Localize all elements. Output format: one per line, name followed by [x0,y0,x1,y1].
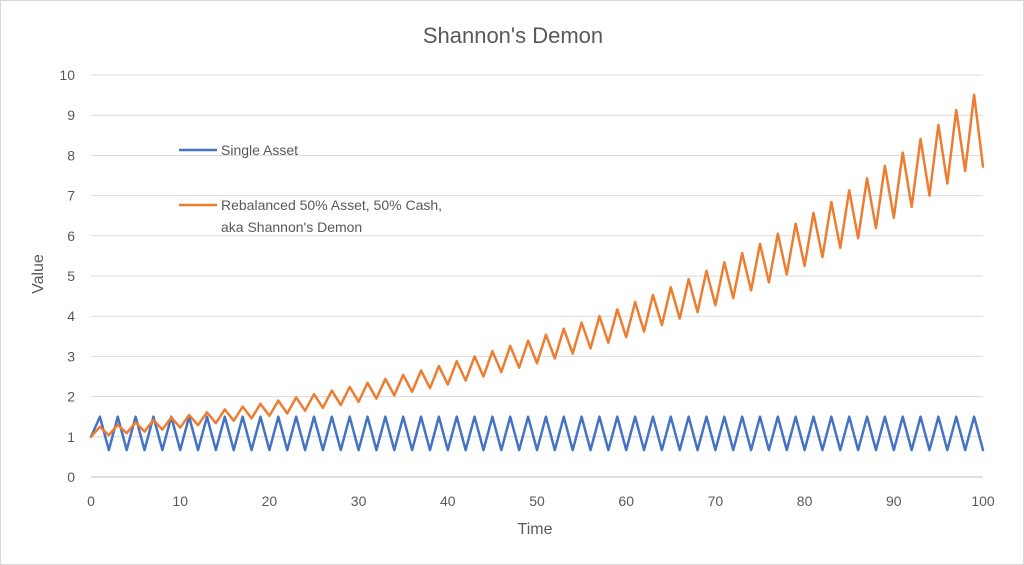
x-tick-label: 90 [886,493,902,509]
y-tick-label: 4 [67,308,75,324]
chart-title: Shannon's Demon [423,23,603,48]
gridlines [91,74,983,438]
series-lines [89,93,985,452]
x-tick-label: 70 [708,493,724,509]
y-tick-label: 8 [67,147,75,163]
y-tick-label: 3 [67,348,75,364]
y-tick-label: 5 [67,268,75,284]
x-tick-label: 10 [172,493,188,509]
y-tick-label: 0 [67,469,75,485]
y-tick-label: 6 [67,228,75,244]
series-line-2 [89,93,985,439]
legend-label-2: Rebalanced 50% Asset, 50% Cash, aka Shann… [221,197,442,235]
x-tick-label: 0 [87,493,95,509]
y-tick-label: 7 [67,188,75,204]
y-axis-title: Value [30,254,47,294]
x-tick-label: 100 [971,493,995,509]
legend-label-1: Single Asset [221,142,298,158]
x-tick-label: 30 [351,493,367,509]
x-tick-label: 60 [618,493,634,509]
y-tick-label: 10 [59,67,75,83]
y-tick-label: 9 [67,107,75,123]
y-tick-label: 2 [67,389,75,405]
series-line-1 [89,415,985,452]
x-tick-label: 80 [797,493,813,509]
x-axis-title: Time [518,521,553,538]
legend: Single Asset Rebalanced 50% Asset, 50% Ca… [179,142,442,235]
x-tick-label: 40 [440,493,456,509]
x-tick-label: 50 [529,493,545,509]
y-tick-label: 1 [67,429,75,445]
x-tick-label: 20 [262,493,278,509]
